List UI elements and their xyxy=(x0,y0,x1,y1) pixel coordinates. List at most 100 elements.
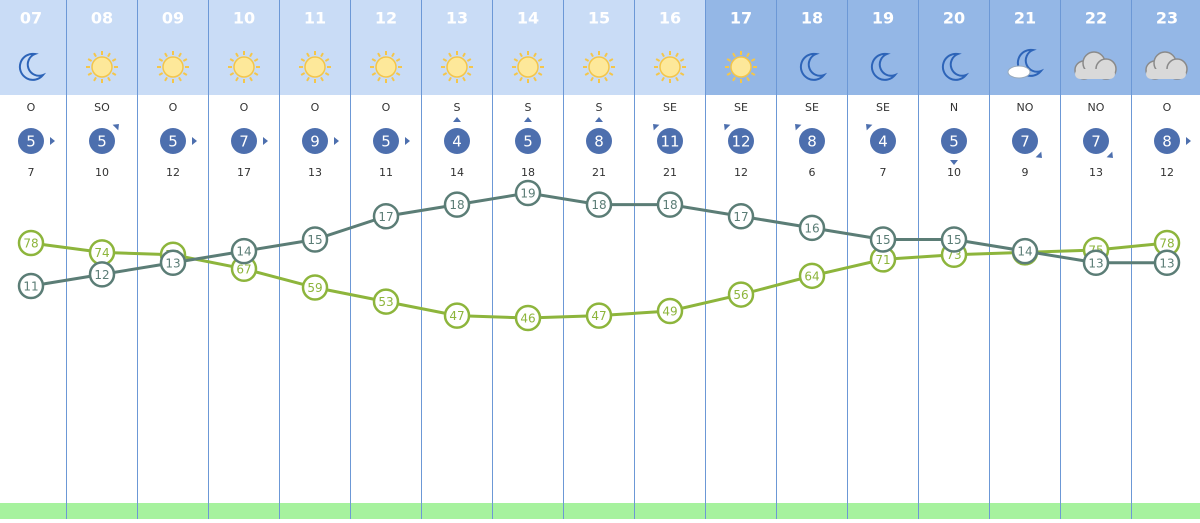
temperature-label: 16 xyxy=(804,221,819,235)
temperature-label: 15 xyxy=(875,233,890,247)
sun-disc xyxy=(660,57,680,77)
gust-label: 6 xyxy=(809,166,816,179)
wind-speed: 4 xyxy=(452,133,462,151)
humidity-label: 74 xyxy=(94,246,109,260)
wind-direction: O xyxy=(169,101,178,114)
wind-speed: 7 xyxy=(1091,133,1101,151)
cloud-icon xyxy=(1008,66,1030,78)
hour-label: 20 xyxy=(943,9,965,28)
humidity-label: 71 xyxy=(875,253,890,267)
wind-direction: O xyxy=(382,101,391,114)
temperature-label: 13 xyxy=(165,256,180,270)
wind-speed: 9 xyxy=(310,133,320,151)
wind-direction: O xyxy=(311,101,320,114)
gust-label: 12 xyxy=(1160,166,1174,179)
ground-strip xyxy=(0,503,1200,519)
hour-label: 22 xyxy=(1085,9,1107,28)
wind-arrow xyxy=(334,137,339,145)
humidity-label: 47 xyxy=(591,309,606,323)
sun-disc xyxy=(518,57,538,77)
gust-label: 21 xyxy=(663,166,677,179)
temperature-label: 12 xyxy=(94,268,109,282)
wind-speed: 7 xyxy=(239,133,249,151)
wind-speed: 5 xyxy=(168,133,178,151)
humidity-label: 47 xyxy=(449,309,464,323)
gust-label: 12 xyxy=(734,166,748,179)
wind-arrow xyxy=(192,137,197,145)
temperature-label: 17 xyxy=(378,210,393,224)
hour-label: 11 xyxy=(304,9,326,28)
wind-arrow xyxy=(405,137,410,145)
wind-direction: SE xyxy=(734,101,748,114)
wind-arrow xyxy=(950,160,958,165)
wind-direction: SE xyxy=(876,101,890,114)
wind-direction: O xyxy=(240,101,249,114)
wind-arrow xyxy=(724,124,730,130)
wind-direction: S xyxy=(596,101,603,114)
wind-arrow xyxy=(653,124,659,130)
gust-label: 7 xyxy=(28,166,35,179)
wind-arrow xyxy=(795,124,801,130)
wind-speed: 7 xyxy=(1020,133,1030,151)
wind-speed: 5 xyxy=(26,133,36,151)
wind-arrow xyxy=(524,117,532,122)
cloud-base xyxy=(1075,69,1115,79)
gust-label: 18 xyxy=(521,166,535,179)
wind-speed: 8 xyxy=(1162,133,1172,151)
hour-label: 17 xyxy=(730,9,752,28)
sun-disc xyxy=(731,57,751,77)
hour-label: 13 xyxy=(446,9,468,28)
hour-label: 23 xyxy=(1156,9,1178,28)
wind-arrow xyxy=(453,117,461,122)
wind-speed: 5 xyxy=(381,133,391,151)
wind-direction: S xyxy=(525,101,532,114)
humidity-label: 49 xyxy=(662,304,677,318)
temperature-label: 17 xyxy=(733,210,748,224)
gust-label: 7 xyxy=(880,166,887,179)
temperature-label: 15 xyxy=(946,233,961,247)
gust-label: 21 xyxy=(592,166,606,179)
sun-disc xyxy=(92,57,112,77)
wind-direction: O xyxy=(27,101,36,114)
wind-arrow xyxy=(866,124,872,130)
wind-speed: 5 xyxy=(97,133,107,151)
wind-speed: 11 xyxy=(660,133,679,151)
hour-label: 15 xyxy=(588,9,610,28)
wind-direction: O xyxy=(1163,101,1172,114)
hour-label: 14 xyxy=(517,9,539,28)
temperature-label: 13 xyxy=(1088,256,1103,270)
temperature-label: 18 xyxy=(591,198,606,212)
wind-direction: SO xyxy=(94,101,110,114)
wind-arrow xyxy=(263,137,268,145)
sun-disc xyxy=(376,57,396,77)
humidity-label: 56 xyxy=(733,288,748,302)
sun-disc xyxy=(447,57,467,77)
sun-disc xyxy=(589,57,609,77)
wind-direction: NO xyxy=(1017,101,1034,114)
wind-arrow xyxy=(113,124,119,130)
wind-direction: SE xyxy=(805,101,819,114)
wind-speed: 5 xyxy=(949,133,959,151)
wind-arrow xyxy=(1036,152,1042,158)
gust-label: 12 xyxy=(166,166,180,179)
temperature-label: 13 xyxy=(1159,256,1174,270)
gust-label: 17 xyxy=(237,166,251,179)
wind-speed: 4 xyxy=(878,133,888,151)
wind-speed: 12 xyxy=(731,133,750,151)
wind-arrow xyxy=(50,137,55,145)
humidity-label: 64 xyxy=(804,269,819,283)
temperature-label: 15 xyxy=(307,233,322,247)
wind-speed: 5 xyxy=(523,133,533,151)
temperature-label: 19 xyxy=(520,187,535,201)
wind-arrow xyxy=(595,117,603,122)
temperature-label: 18 xyxy=(449,198,464,212)
hour-label: 10 xyxy=(233,9,255,28)
hour-label: 12 xyxy=(375,9,397,28)
gust-label: 11 xyxy=(379,166,393,179)
wind-arrow xyxy=(1107,152,1113,158)
hour-label: 21 xyxy=(1014,9,1036,28)
humidity-label: 53 xyxy=(378,295,393,309)
hour-label: 08 xyxy=(91,9,113,28)
sun-disc xyxy=(305,57,325,77)
